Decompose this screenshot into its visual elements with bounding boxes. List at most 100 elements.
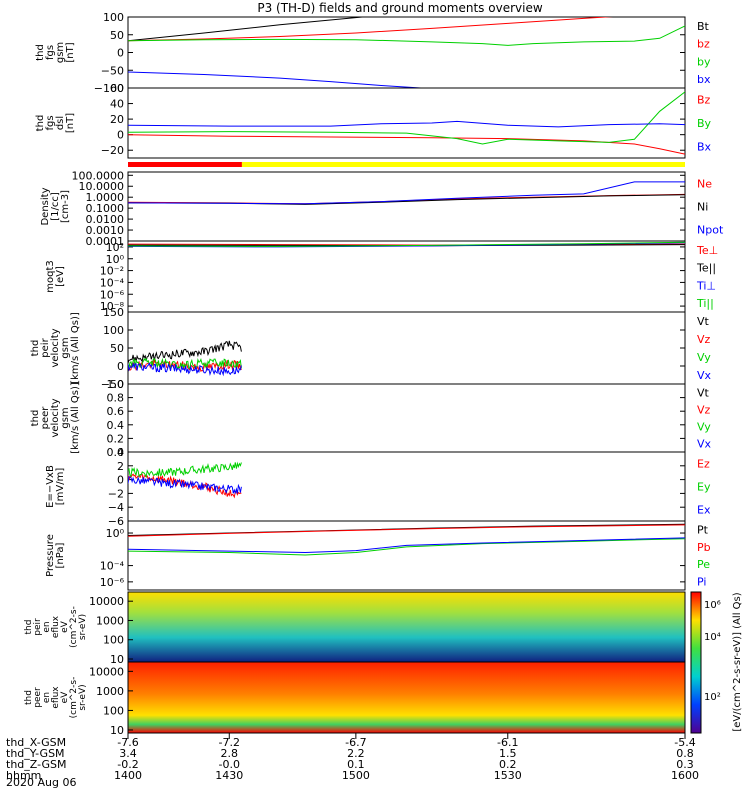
y-axis-label: eV bbox=[60, 691, 70, 704]
legend-label: Vy bbox=[697, 421, 711, 434]
y-tick-label: 0.0010 bbox=[86, 224, 125, 237]
y-axis-label: dsl bbox=[55, 116, 66, 130]
y-tick-label: 10000 bbox=[89, 595, 124, 608]
panel-fgs_dsl: 60 40 20 0 −20 thd fgs dsl [nT] Bz By Bx bbox=[35, 82, 712, 159]
y-axis-label: peir bbox=[40, 337, 51, 357]
series-line-Ti|| bbox=[128, 241, 685, 247]
y-axis-label: eflux bbox=[51, 686, 61, 709]
x-variable-value: 2.8 bbox=[221, 747, 239, 760]
y-axis-label: gsm bbox=[60, 337, 71, 358]
y-axis-label: thd bbox=[30, 410, 41, 427]
y-tick-label: 1.0000 bbox=[86, 191, 125, 204]
y-tick-label: 10⁰ bbox=[106, 253, 125, 266]
y-tick-label: 40 bbox=[110, 98, 124, 111]
x-tick-label: -7.6 bbox=[117, 736, 138, 749]
x-variable-value: 0.8 bbox=[676, 747, 694, 760]
legend-label: Pt bbox=[697, 524, 709, 537]
colorbar-tick-label: 10⁴ bbox=[704, 632, 721, 643]
panel-peir_velocity: 150 100 50 0 −50 thd peir velocity gsm [km/s (All… bbox=[30, 306, 712, 391]
series-line-By bbox=[128, 91, 685, 145]
y-tick-label: 10⁻⁸ bbox=[100, 300, 125, 313]
legend-label: Vt bbox=[697, 315, 710, 328]
y-tick-label: 0.2 bbox=[107, 432, 125, 445]
series-line-Pe bbox=[128, 538, 685, 556]
series-line-Vy bbox=[128, 357, 242, 370]
y-tick-label: 10⁰ bbox=[106, 527, 125, 540]
y-tick-label: −2 bbox=[108, 487, 124, 500]
panel-peer_velocity: 1.00.80.60.40.20.0 thd peer velocity gsm [km/… bbox=[30, 378, 712, 459]
legend-label: Pb bbox=[697, 541, 711, 554]
y-tick-label: 100 bbox=[103, 11, 124, 24]
legend-label: Npot bbox=[697, 224, 724, 237]
y-tick-label: 0.6 bbox=[107, 405, 125, 418]
series-line-Vx bbox=[128, 362, 242, 377]
y-tick-label: −100 bbox=[94, 82, 124, 95]
y-tick-label: 1000 bbox=[96, 614, 124, 627]
legend-label: Vx bbox=[697, 369, 712, 382]
series-line-Ey bbox=[128, 461, 242, 479]
legend-label: Ni bbox=[697, 201, 708, 214]
panel-fgs_gsm: 100 50 0 −50 −100 thd fgs gsm [nT] Bt bz by bx bbox=[35, 11, 711, 95]
panel-pressure: 10⁰ 10⁻⁴ 10⁻⁶ Pressure [nPa] Pt Pb Pe Pi bbox=[45, 520, 711, 591]
x-variable-value: 1400 bbox=[114, 769, 142, 782]
y-tick-label: 10⁻⁴ bbox=[100, 276, 125, 289]
legend-label: Bz bbox=[697, 94, 711, 107]
colorbar bbox=[690, 591, 702, 734]
y-axis-label: eV bbox=[60, 620, 70, 633]
y-axis-label: [nT] bbox=[65, 42, 76, 62]
legend-label: by bbox=[697, 55, 711, 68]
legend-label: Vy bbox=[697, 351, 711, 364]
y-axis-label: (cm^2-s- bbox=[69, 606, 79, 648]
panel-frame bbox=[127, 16, 686, 89]
legend-label: Vz bbox=[697, 404, 711, 417]
colorbar-tick-label: 10⁶ bbox=[704, 600, 721, 611]
x-tick-label: -6.7 bbox=[345, 736, 366, 749]
y-tick-label: 10⁻⁶ bbox=[100, 288, 125, 301]
y-axis-label: thd bbox=[35, 44, 46, 61]
y-tick-label: 10.0000 bbox=[79, 180, 125, 193]
status-bar-red bbox=[128, 162, 242, 167]
y-axis-label: gsm bbox=[60, 407, 71, 428]
panel-frame bbox=[127, 240, 686, 313]
x-variable-value: 2.2 bbox=[347, 747, 365, 760]
y-axis-label: peer bbox=[40, 406, 51, 430]
spectrogram-frame bbox=[127, 661, 686, 734]
y-tick-label: 0 bbox=[117, 129, 124, 142]
series-line-Ex bbox=[128, 476, 242, 495]
legend-label: Vt bbox=[697, 387, 710, 400]
series-group bbox=[128, 91, 685, 155]
x-variable-value: 1430 bbox=[215, 769, 243, 782]
y-axis-label: eflux bbox=[51, 615, 61, 638]
legend-label: Ey bbox=[697, 481, 711, 494]
y-tick-label: 10000 bbox=[89, 665, 124, 678]
y-axis-label: Density bbox=[40, 187, 51, 225]
y-axis-label: [mV/m] bbox=[55, 468, 66, 506]
panel-frame bbox=[127, 87, 686, 159]
y-axis-label: peir bbox=[33, 618, 43, 636]
y-tick-label: −20 bbox=[101, 144, 124, 157]
spectrogram-image bbox=[128, 592, 685, 662]
legend-label: Bt bbox=[697, 20, 710, 33]
y-axis-label: [eV] bbox=[55, 266, 66, 287]
chart-title: P3 (TH-D) fields and ground moments over… bbox=[257, 1, 542, 15]
x-tick-label: -7.2 bbox=[219, 736, 240, 749]
x-variable-value: -0.2 bbox=[117, 758, 138, 771]
panel-efield: 420−2−4−6 E=−VxB [mV/m] Ez Ey Ex bbox=[45, 446, 711, 528]
y-tick-label: 0.0100 bbox=[86, 213, 125, 226]
x-variable-value: 0.3 bbox=[676, 758, 694, 771]
y-tick-label: 0 bbox=[117, 474, 124, 487]
legend-label: Pi bbox=[697, 575, 706, 588]
spectrogram-peer_en_eflux: 10000 1000 100 10 thd peer en eflux eV (cm^2-s-sr… bbox=[24, 661, 686, 737]
y-tick-label: 0 bbox=[117, 360, 124, 373]
series-line-Vt bbox=[128, 340, 242, 364]
y-tick-label: 2 bbox=[117, 460, 124, 473]
y-tick-label: 100 bbox=[103, 324, 124, 337]
y-axis-label: en bbox=[42, 692, 52, 703]
y-axis-label: gsm bbox=[55, 42, 66, 63]
y-tick-label: −50 bbox=[101, 64, 124, 77]
x-variable-value: 3.4 bbox=[119, 747, 137, 760]
x-variable-value: 1530 bbox=[494, 769, 522, 782]
y-axis-label: peer bbox=[33, 687, 43, 708]
